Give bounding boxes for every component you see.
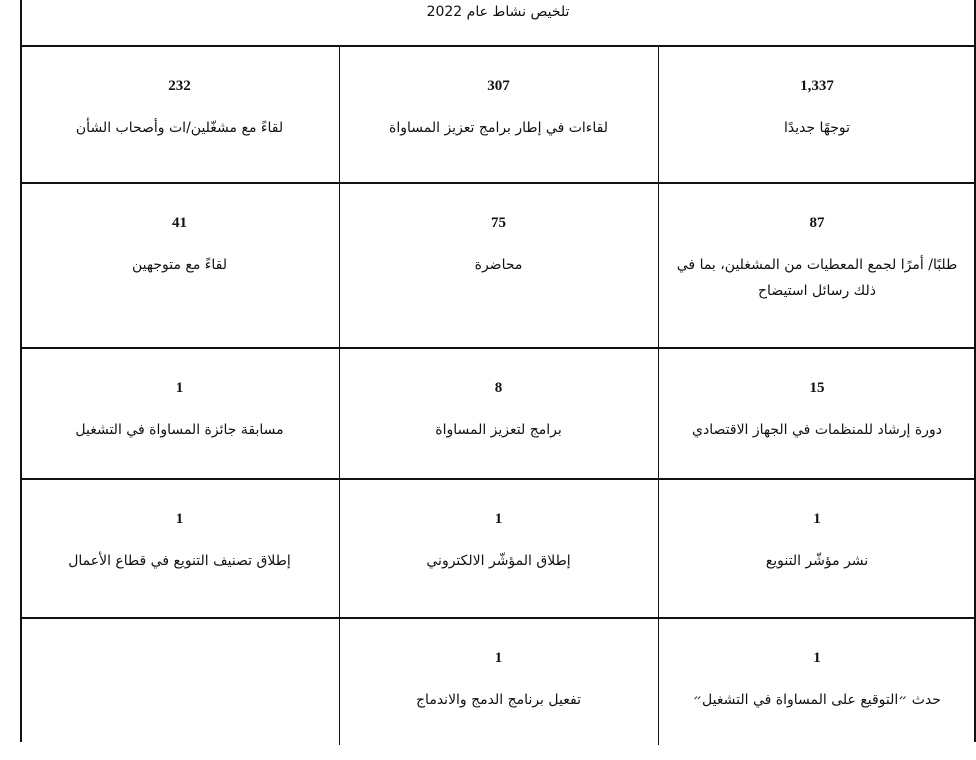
table-cell: 1,337 توجهًا جديدًا — [658, 45, 976, 182]
cell-value: 1 — [813, 650, 821, 666]
cell-value: 1 — [175, 380, 184, 396]
cell-label: مسابقة جائزة المساواة في التشغيل — [75, 422, 284, 438]
table-cell: 307 لقاءات في إطار برامج تعزيز المساواة — [339, 45, 658, 182]
table-cell: 41 لقاءً مع متوجهين — [20, 182, 339, 347]
cell-value: 1 — [494, 511, 503, 527]
cell-value: 15 — [809, 380, 825, 396]
cell-value: 1,337 — [800, 78, 834, 94]
cell-value: 87 — [809, 215, 825, 231]
cell-label: إطلاق تصنيف التنويع في قطاع الأعمال — [68, 553, 291, 569]
table-cell: 1 حدث ״التوقيع على المساواة في التشغيل״ — [658, 617, 976, 760]
table-cell: 232 لقاءً مع مشغّلين/ات وأصحاب الشأن — [20, 45, 339, 182]
table-cell: 1 نشر مؤشّر التنويع — [658, 478, 976, 617]
table-cell — [20, 617, 339, 760]
cell-label: برامج لتعزيز المساواة — [435, 422, 562, 438]
table-cell: 1 إطلاق المؤشّر الالكتروني — [339, 478, 658, 617]
cell-value: 1 — [175, 511, 184, 527]
row-divider — [20, 45, 976, 47]
cell-value: 232 — [168, 78, 191, 94]
cell-label: دورة إرشاد للمنظمات في الجهاز الاقتصادي — [692, 422, 942, 438]
column-divider — [339, 45, 340, 745]
table-cell: 87 طلبًا/ أمرًا لجمع المعطيات من المشغلين… — [658, 182, 976, 347]
table-cell: 1 تفعيل برنامج الدمج والاندماج — [339, 617, 658, 760]
cell-value: 307 — [487, 78, 510, 94]
row-divider — [20, 182, 976, 184]
cell-label: نشر مؤشّر التنويع — [765, 553, 869, 569]
cell-label: طلبًا/ أمرًا لجمع المعطيات من المشغلين، … — [676, 257, 958, 299]
column-divider — [658, 45, 659, 745]
cell-value: 75 — [491, 215, 506, 231]
cell-label: لقاءً مع مشغّلين/ات وأصحاب الشأن — [75, 120, 284, 136]
cell-label: حدث ״التوقيع على المساواة في التشغيل״ — [693, 692, 941, 708]
cell-value: 8 — [494, 380, 503, 396]
cell-value: 1 — [494, 650, 503, 666]
cell-value: 1 — [813, 511, 821, 527]
cell-value: 41 — [172, 215, 187, 231]
row-divider — [20, 617, 976, 619]
table-cell: 1 إطلاق تصنيف التنويع في قطاع الأعمال — [20, 478, 339, 617]
cell-label: محاضرة — [474, 257, 523, 273]
row-divider — [20, 478, 976, 480]
table-border-left — [20, 0, 22, 742]
cell-label: توجهًا جديدًا — [783, 120, 851, 136]
table-title: تلخيص نشاط عام 2022 — [426, 4, 570, 20]
row-divider — [20, 347, 976, 349]
cell-label: لقاءً مع متوجهين — [132, 257, 227, 273]
cell-label: إطلاق المؤشّر الالكتروني — [426, 553, 571, 569]
table-cell: 8 برامج لتعزيز المساواة — [339, 347, 658, 478]
cell-label: لقاءات في إطار برامج تعزيز المساواة — [389, 120, 608, 136]
table-cell: 15 دورة إرشاد للمنظمات في الجهاز الاقتصاد… — [658, 347, 976, 478]
table-cell: 75 محاضرة — [339, 182, 658, 347]
cell-label: تفعيل برنامج الدمج والاندماج — [416, 692, 581, 708]
table-border-right — [974, 0, 976, 742]
table-cell: 1 مسابقة جائزة المساواة في التشغيل — [20, 347, 339, 478]
